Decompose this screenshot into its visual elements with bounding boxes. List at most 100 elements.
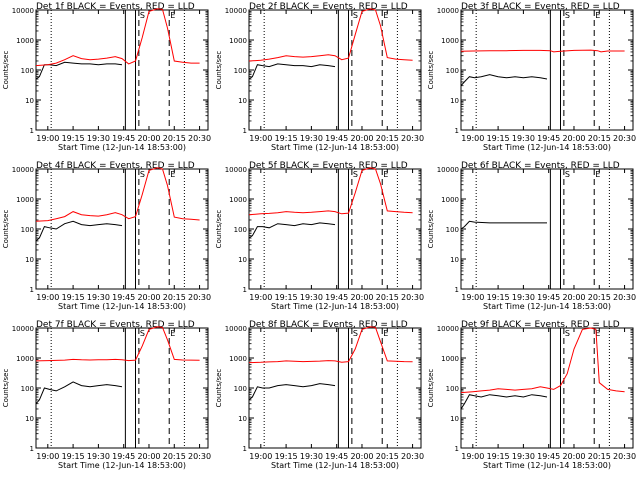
event-marker-label: E	[170, 170, 175, 179]
detector-panel-4: Det 4f BLACK = Events, RED = LLD Counts/s…	[2, 161, 211, 311]
y-tick-label: 10	[25, 415, 34, 423]
x-tick-label: 20:15	[376, 452, 399, 461]
y-axis-label: Counts/sec	[215, 369, 223, 408]
detector-panel-7: Det 7f BLACK = Events, RED = LLD Counts/s…	[2, 320, 211, 470]
x-axis-label: Start Time (12-Jun-14 18:53:00)	[483, 143, 611, 152]
y-tick-label: 1000	[16, 196, 34, 204]
event-marker-label: S	[140, 11, 145, 20]
plot-frame	[248, 168, 422, 290]
event-marker-label: S	[565, 11, 570, 20]
x-tick-label: 20:15	[163, 134, 186, 143]
y-tick-label: 1	[30, 127, 34, 135]
x-tick-label: 20:00	[137, 134, 160, 143]
x-axis-label: Start Time (12-Jun-14 18:53:00)	[483, 302, 611, 311]
x-tick-label: 19:30	[300, 293, 323, 302]
y-tick-label: 10000	[437, 325, 459, 333]
panel-title: Det 9f BLACK = Events, RED = LLD	[461, 320, 620, 330]
y-tick-label: 10	[25, 256, 34, 264]
y-tick-label: 1000	[441, 37, 459, 45]
lld-series-line	[35, 326, 200, 362]
y-tick-label: 100	[446, 385, 459, 393]
x-tick-label: 19:15	[487, 452, 510, 461]
y-tick-label: 10000	[437, 166, 459, 174]
x-tick-label: 20:00	[562, 293, 585, 302]
x-tick-label: 19:45	[112, 452, 135, 461]
x-tick-label: 19:15	[275, 452, 298, 461]
y-tick-label: 1	[243, 127, 247, 135]
x-tick-label: 19:30	[300, 452, 323, 461]
y-tick-label: 1	[455, 286, 459, 294]
events-series-line	[248, 63, 336, 80]
x-tick-label: 20:30	[401, 293, 424, 302]
y-axis-label: Counts/sec	[427, 210, 435, 249]
lld-series-line	[248, 8, 413, 62]
y-tick-label: 1	[30, 286, 34, 294]
event-marker-label: S	[565, 329, 570, 338]
x-axis-label: Start Time (12-Jun-14 18:53:00)	[271, 143, 399, 152]
event-marker-label: S	[353, 170, 358, 179]
y-tick-label: 10000	[12, 166, 34, 174]
x-tick-label: 20:15	[163, 452, 186, 461]
event-marker-label: E	[383, 170, 388, 179]
x-tick-label: 19:45	[537, 293, 560, 302]
x-tick-label: 19:45	[112, 134, 135, 143]
y-tick-label: 10	[25, 97, 34, 105]
x-tick-label: 20:30	[613, 134, 636, 143]
y-tick-label: 1000	[441, 355, 459, 363]
events-series-line	[460, 74, 548, 87]
lld-series-line	[248, 167, 413, 216]
lld-series-line	[248, 326, 413, 364]
y-tick-label: 100	[21, 226, 34, 234]
x-tick-label: 20:15	[376, 134, 399, 143]
events-series-line	[35, 381, 123, 405]
y-axis-label: Counts/sec	[2, 51, 10, 90]
lld-series-line	[35, 8, 200, 67]
panel-title: Det 8f BLACK = Events, RED = LLD	[249, 320, 408, 330]
events-series-line	[460, 220, 547, 230]
x-tick-label: 19:15	[487, 134, 510, 143]
event-marker-label: S	[140, 170, 145, 179]
plot-frame	[460, 9, 634, 131]
x-tick-label: 19:15	[275, 293, 298, 302]
detector-panel-3: Det 3f BLACK = Events, RED = LLD Counts/s…	[427, 2, 636, 152]
x-tick-label: 19:00	[249, 134, 272, 143]
y-tick-label: 10	[450, 97, 459, 105]
y-tick-label: 10	[238, 256, 247, 264]
y-axis-label: Counts/sec	[427, 369, 435, 408]
panel-title: Det 2f BLACK = Events, RED = LLD	[249, 2, 408, 12]
panel-title: Det 7f BLACK = Events, RED = LLD	[36, 320, 195, 330]
y-tick-label: 1	[30, 445, 34, 453]
x-tick-label: 19:15	[62, 293, 85, 302]
event-marker-label: S	[353, 11, 358, 20]
x-tick-label: 19:00	[36, 293, 59, 302]
detector-panel-9: Det 9f BLACK = Events, RED = LLD Counts/s…	[427, 320, 636, 470]
x-tick-label: 19:15	[62, 452, 85, 461]
y-tick-label: 10	[238, 415, 247, 423]
x-tick-label: 19:30	[300, 134, 323, 143]
y-tick-label: 10	[450, 256, 459, 264]
y-tick-label: 10000	[225, 166, 247, 174]
y-tick-label: 100	[234, 385, 247, 393]
x-tick-label: 20:30	[188, 293, 211, 302]
event-marker-label: E	[595, 170, 600, 179]
events-series-line	[248, 383, 336, 401]
x-tick-label: 19:30	[87, 134, 110, 143]
y-tick-label: 1000	[229, 196, 247, 204]
x-tick-label: 19:15	[275, 134, 298, 143]
y-tick-label: 1	[455, 445, 459, 453]
y-tick-label: 1000	[16, 355, 34, 363]
x-tick-label: 19:45	[325, 134, 348, 143]
x-tick-label: 19:45	[325, 293, 348, 302]
detector-panel-8: Det 8f BLACK = Events, RED = LLD Counts/s…	[215, 320, 424, 470]
x-tick-label: 19:30	[512, 452, 535, 461]
y-tick-label: 100	[446, 226, 459, 234]
plot-frame	[248, 327, 422, 449]
x-tick-label: 19:45	[537, 452, 560, 461]
lld-series-line	[35, 167, 200, 222]
x-tick-label: 20:00	[350, 134, 373, 143]
y-tick-label: 1	[243, 286, 247, 294]
x-tick-label: 20:00	[350, 293, 373, 302]
x-tick-label: 19:30	[87, 293, 110, 302]
panel-title: Det 4f BLACK = Events, RED = LLD	[36, 161, 195, 171]
